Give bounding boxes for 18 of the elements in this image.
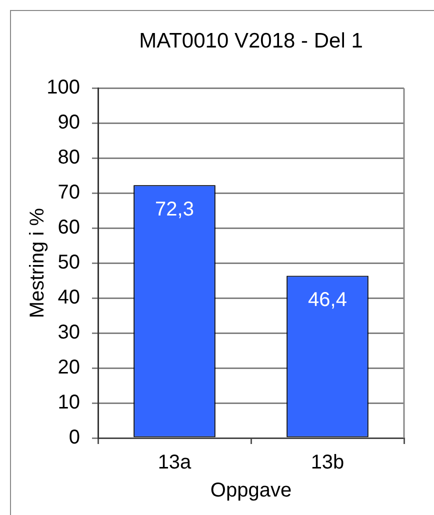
chart-title: MAT0010 V2018 - Del 1 (139, 29, 363, 52)
x-tick-label: 13a (158, 452, 192, 474)
x-tick-label: 13b (310, 452, 344, 474)
y-tick-label: 70 (58, 182, 80, 204)
y-tick-label: 20 (58, 356, 80, 379)
y-tick-label: 80 (58, 146, 80, 169)
y-tick-label: 40 (58, 286, 80, 309)
y-axis-title: Mestring i % (26, 208, 49, 318)
data-label: 72,3 (155, 198, 194, 221)
y-tick-label: 0 (68, 426, 80, 449)
y-tick-label: 90 (58, 112, 80, 134)
x-axis-title: Oppgave (210, 480, 292, 502)
y-tick-label: 60 (58, 216, 80, 239)
y-tick-label: 10 (58, 392, 80, 414)
y-tick-label: 50 (58, 252, 80, 274)
y-tick-label: 30 (58, 322, 80, 344)
y-tick-label: 100 (46, 76, 80, 99)
data-label: 46,4 (308, 289, 347, 312)
